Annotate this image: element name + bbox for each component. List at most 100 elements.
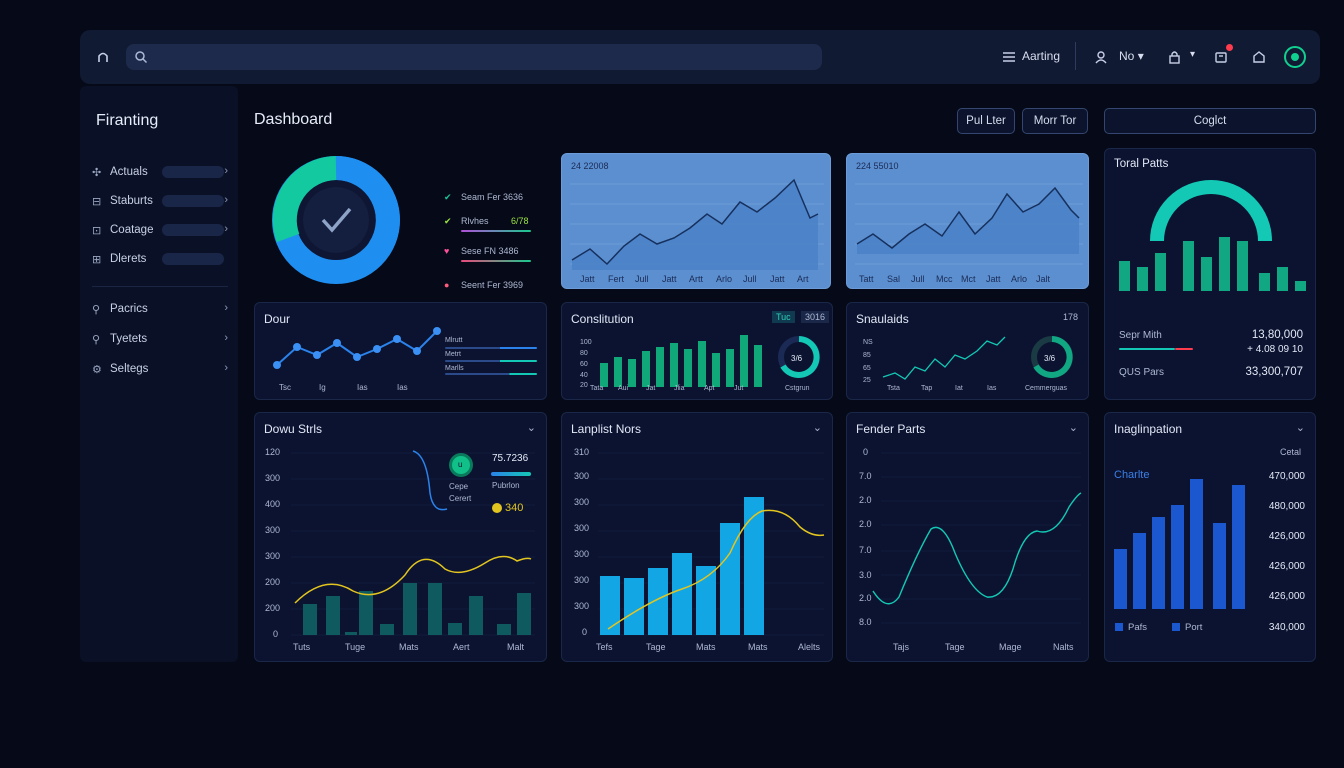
stat-delta: + 4.08 09 10	[1247, 344, 1303, 355]
more-filter-button[interactable]: Morr Tor	[1022, 108, 1088, 134]
tick-label: Jull	[911, 274, 925, 284]
chevron-right-icon: ›	[224, 362, 228, 374]
chart-title: Charlte	[1114, 469, 1150, 481]
tick-label: Mats	[748, 642, 768, 652]
inset-value: 75.7236	[492, 453, 529, 464]
tick-label: Mats	[696, 642, 716, 652]
tab-tuc[interactable]: Tuc	[772, 311, 795, 323]
tick-label: Arlo	[716, 274, 733, 284]
tick-label: NS	[863, 339, 873, 346]
apps-icon[interactable]	[1248, 46, 1270, 68]
sidebar-item-dlerets[interactable]: ⊞ Dlerets	[92, 248, 232, 270]
laplet-card: Lanplist Nors ⌄ 310 300 300 300 300 300 …	[561, 412, 833, 662]
tick-label: Mage	[999, 642, 1022, 652]
sidebar-divider	[92, 286, 228, 287]
sidebar-item-pill	[162, 224, 224, 236]
tick-label: Aert	[453, 642, 470, 652]
tick-label: 400	[265, 499, 281, 509]
search-bar[interactable]	[126, 44, 822, 70]
sidebar-item-actuals[interactable]: ✣ Actuals ›	[92, 161, 232, 183]
status-indicator-icon[interactable]	[1284, 46, 1306, 68]
tick-label: 7.0	[859, 545, 872, 555]
legend-label: Marlls	[445, 365, 464, 372]
tick-label: Tage	[945, 642, 965, 652]
tick-label: Ig	[319, 383, 326, 392]
chevron-down-icon[interactable]: ⌄	[526, 422, 536, 434]
tick-label: Jatt	[580, 274, 595, 284]
home-icon[interactable]	[92, 46, 114, 68]
user-menu-label[interactable]: Aarting	[1022, 49, 1061, 63]
topbar-divider	[1075, 42, 1076, 70]
card-title: Lanplist Nors	[571, 422, 642, 436]
constitution-card: Conslitution Tuc 3016 100 80 60 40 20 Ta…	[561, 302, 833, 400]
tick-label: Tajs	[893, 642, 910, 652]
tick-label: Mcc	[936, 274, 953, 284]
tick-label: Jull	[635, 274, 649, 284]
search-icon[interactable]	[130, 46, 152, 68]
heart-icon: ♥	[444, 246, 450, 256]
check-icon: ✔	[444, 216, 452, 226]
chevron-down-icon[interactable]: ▾	[1190, 49, 1196, 60]
tick-label: Aui	[618, 385, 629, 392]
donut-chart	[272, 156, 400, 284]
tick-label: 65	[863, 365, 871, 372]
total-parts-chart	[1119, 180, 1306, 291]
card-title: Dowu Strls	[264, 422, 323, 436]
sidebar-item-pacrics[interactable]: ⚲ Pacrics ›	[92, 298, 232, 320]
laplet-combo-chart	[598, 452, 825, 636]
chart-icon: ✣	[92, 166, 102, 179]
chevron-down-icon[interactable]: ⌄	[1295, 422, 1305, 434]
collect-button[interactable]: Coglct	[1104, 108, 1316, 134]
tick-label: Malt	[507, 642, 525, 652]
card-title: Toral Patts	[1114, 158, 1169, 170]
pull-filter-button[interactable]: Pul Lter	[957, 108, 1015, 134]
tick-label: Jatt	[770, 274, 785, 284]
user-icon[interactable]	[1090, 46, 1112, 68]
legend-label: Rlvhes	[461, 216, 489, 226]
area-chart-card-2: 224 55010 Tatt Sal Jull Mcc Mct Jatt Arl…	[846, 153, 1089, 289]
card-title: Snaulaids	[856, 312, 909, 326]
tick-label: 8.0	[859, 617, 872, 627]
chevron-down-icon[interactable]: ⌄	[812, 422, 822, 434]
settings-icon: ⚙	[92, 363, 102, 376]
total-parts-card: Toral Patts Sepr Mith 13,80,000 + 4.08 0…	[1104, 148, 1316, 400]
value-label: 426,000	[1268, 591, 1305, 602]
donut-card: ✔ Seam Fer 3636 ✔ Rlvhes 6/78 ♥ Sese FN …	[254, 148, 550, 290]
doc-icon: ⊞	[92, 253, 102, 266]
legend-bar	[445, 360, 537, 362]
menu-icon[interactable]	[998, 46, 1020, 68]
inset-value-2: Pubrlon	[492, 481, 520, 490]
value-label: 426,000	[1268, 531, 1305, 542]
notification-icon[interactable]	[1210, 46, 1232, 68]
tick-label: Jut	[734, 385, 744, 392]
sidebar-item-staburts[interactable]: ⊟ Staburts ›	[92, 190, 232, 212]
tick-label: 300	[574, 601, 590, 611]
tick-label: Tata	[590, 385, 604, 392]
sidebar-item-tyetets[interactable]: ⚲ Tyetets ›	[92, 328, 232, 350]
top-bar: Aarting No ▾ ▾	[80, 30, 1320, 84]
tick-label: 300	[265, 551, 281, 561]
inaglinpation-bar-chart	[1114, 479, 1245, 609]
dour-line-chart	[273, 327, 441, 369]
area-chart-card-1: 24 22008 Jatt Fert Jull Jatt Artt Arlo J…	[561, 153, 831, 289]
lock-icon[interactable]	[1164, 46, 1186, 68]
tick-label: 3.0	[859, 570, 872, 580]
legend-bar	[445, 347, 537, 349]
value-label: 480,000	[1268, 501, 1305, 512]
tick-label: Jlia	[674, 385, 685, 392]
tick-label: Ias	[987, 385, 997, 392]
check-icon: ✔	[444, 192, 452, 202]
sidebar-item-seltegs[interactable]: ⚙ Seltegs ›	[92, 358, 232, 380]
tab-3016[interactable]: 3016	[801, 311, 830, 323]
sidebar-item-label: Seltegs	[110, 363, 149, 375]
search-icon: ⚲	[92, 333, 101, 346]
sidebar-item-coatage[interactable]: ⊡ Coatage ›	[92, 219, 232, 241]
chevron-down-icon[interactable]: ⌄	[1068, 422, 1078, 434]
tick-label: Jull	[743, 274, 757, 284]
tick-label: 2.0	[859, 593, 872, 603]
sidebar-item-pill	[162, 195, 224, 207]
card-title: Fender Parts	[856, 422, 926, 436]
legend-bar	[445, 373, 537, 375]
tick-label: 60	[580, 361, 588, 368]
account-dropdown[interactable]: No ▾	[1119, 49, 1144, 63]
